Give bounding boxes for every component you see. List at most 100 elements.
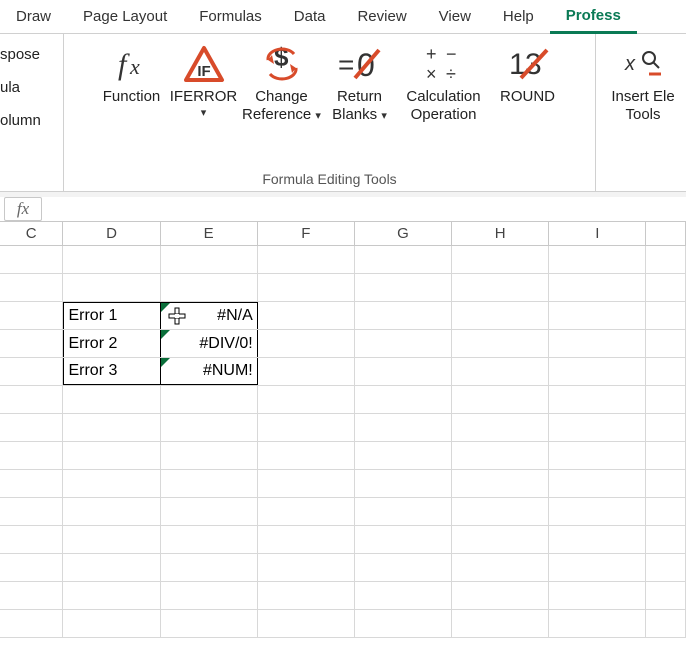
col-header-e[interactable]: E xyxy=(161,222,258,245)
cell-J11[interactable] xyxy=(646,526,686,553)
function-button[interactable]: f x Function xyxy=(97,38,167,126)
cell-F11[interactable] xyxy=(258,526,355,553)
cell-F9[interactable] xyxy=(258,470,355,497)
table-row[interactable] xyxy=(0,554,686,582)
cell-C13[interactable] xyxy=(0,582,63,609)
cell-F13[interactable] xyxy=(258,582,355,609)
cell-D5[interactable]: Error 3 xyxy=(63,358,160,385)
cell-J13[interactable] xyxy=(646,582,686,609)
cell-D14[interactable] xyxy=(63,610,160,637)
cell-H1[interactable] xyxy=(452,246,549,273)
menu-professor[interactable]: Profess xyxy=(550,0,637,34)
table-row[interactable]: Error 3#NUM! xyxy=(0,358,686,386)
cell-J8[interactable] xyxy=(646,442,686,469)
cell-D9[interactable] xyxy=(63,470,160,497)
cell-C10[interactable] xyxy=(0,498,63,525)
iferror-button[interactable]: IF IFERROR ▾ xyxy=(169,38,239,126)
menu-review[interactable]: Review xyxy=(341,0,422,34)
cell-D2[interactable] xyxy=(63,274,160,301)
cell-I4[interactable] xyxy=(549,330,646,357)
cell-G5[interactable] xyxy=(355,358,452,385)
cell-J1[interactable] xyxy=(646,246,686,273)
cell-D6[interactable] xyxy=(63,386,160,413)
cell-H4[interactable] xyxy=(452,330,549,357)
cell-I12[interactable] xyxy=(549,554,646,581)
cell-H8[interactable] xyxy=(452,442,549,469)
cell-H14[interactable] xyxy=(452,610,549,637)
cell-H11[interactable] xyxy=(452,526,549,553)
cell-J6[interactable] xyxy=(646,386,686,413)
table-row[interactable] xyxy=(0,498,686,526)
cell-G4[interactable] xyxy=(355,330,452,357)
cell-E2[interactable] xyxy=(161,274,258,301)
cell-G11[interactable] xyxy=(355,526,452,553)
cell-E9[interactable] xyxy=(161,470,258,497)
cell-E14[interactable] xyxy=(161,610,258,637)
cell-G3[interactable] xyxy=(355,302,452,329)
cell-C1[interactable] xyxy=(0,246,63,273)
round-button[interactable]: 1 3 ROUND xyxy=(493,38,563,126)
cell-H6[interactable] xyxy=(452,386,549,413)
cell-H10[interactable] xyxy=(452,498,549,525)
cell-I10[interactable] xyxy=(549,498,646,525)
cell-J2[interactable] xyxy=(646,274,686,301)
table-row[interactable] xyxy=(0,470,686,498)
cell-J5[interactable] xyxy=(646,358,686,385)
cell-C8[interactable] xyxy=(0,442,63,469)
cell-G10[interactable] xyxy=(355,498,452,525)
cell-C5[interactable] xyxy=(0,358,63,385)
table-row[interactable] xyxy=(0,274,686,302)
cell-J12[interactable] xyxy=(646,554,686,581)
return-blanks-button[interactable]: = 0 Return Blanks ▾ xyxy=(325,38,395,126)
cell-H5[interactable] xyxy=(452,358,549,385)
cell-D3[interactable]: Error 1 xyxy=(63,302,160,329)
cell-I5[interactable] xyxy=(549,358,646,385)
cell-G12[interactable] xyxy=(355,554,452,581)
cell-E1[interactable] xyxy=(161,246,258,273)
cell-I13[interactable] xyxy=(549,582,646,609)
cell-G9[interactable] xyxy=(355,470,452,497)
cell-J14[interactable] xyxy=(646,610,686,637)
cell-F4[interactable] xyxy=(258,330,355,357)
cell-F6[interactable] xyxy=(258,386,355,413)
cell-I2[interactable] xyxy=(549,274,646,301)
table-row[interactable] xyxy=(0,414,686,442)
cell-F12[interactable] xyxy=(258,554,355,581)
cell-I3[interactable] xyxy=(549,302,646,329)
cell-J10[interactable] xyxy=(646,498,686,525)
cell-F3[interactable] xyxy=(258,302,355,329)
cell-D7[interactable] xyxy=(63,414,160,441)
cell-H7[interactable] xyxy=(452,414,549,441)
cell-E11[interactable] xyxy=(161,526,258,553)
cell-D12[interactable] xyxy=(63,554,160,581)
table-row[interactable] xyxy=(0,246,686,274)
cell-E12[interactable] xyxy=(161,554,258,581)
cell-F2[interactable] xyxy=(258,274,355,301)
cell-I9[interactable] xyxy=(549,470,646,497)
table-row[interactable] xyxy=(0,610,686,638)
menu-view[interactable]: View xyxy=(423,0,487,34)
cell-I7[interactable] xyxy=(549,414,646,441)
menu-help[interactable]: Help xyxy=(487,0,550,34)
fx-button[interactable]: fx xyxy=(4,197,42,221)
cell-J7[interactable] xyxy=(646,414,686,441)
cell-C2[interactable] xyxy=(0,274,63,301)
cell-D13[interactable] xyxy=(63,582,160,609)
table-row[interactable] xyxy=(0,526,686,554)
cell-D4[interactable]: Error 2 xyxy=(63,330,160,357)
cell-C6[interactable] xyxy=(0,386,63,413)
cell-J4[interactable] xyxy=(646,330,686,357)
col-header-g[interactable]: G xyxy=(355,222,452,245)
menu-data[interactable]: Data xyxy=(278,0,342,34)
cell-C11[interactable] xyxy=(0,526,63,553)
cell-G2[interactable] xyxy=(355,274,452,301)
cell-F7[interactable] xyxy=(258,414,355,441)
grid-body[interactable]: Error 1#N/AError 2#DIV/0!Error 3#NUM! xyxy=(0,246,686,638)
cell-F5[interactable] xyxy=(258,358,355,385)
cell-E4[interactable]: #DIV/0! xyxy=(161,330,258,357)
cell-D10[interactable] xyxy=(63,498,160,525)
cell-H9[interactable] xyxy=(452,470,549,497)
cell-F1[interactable] xyxy=(258,246,355,273)
formula-input[interactable] xyxy=(47,197,686,221)
cell-G8[interactable] xyxy=(355,442,452,469)
